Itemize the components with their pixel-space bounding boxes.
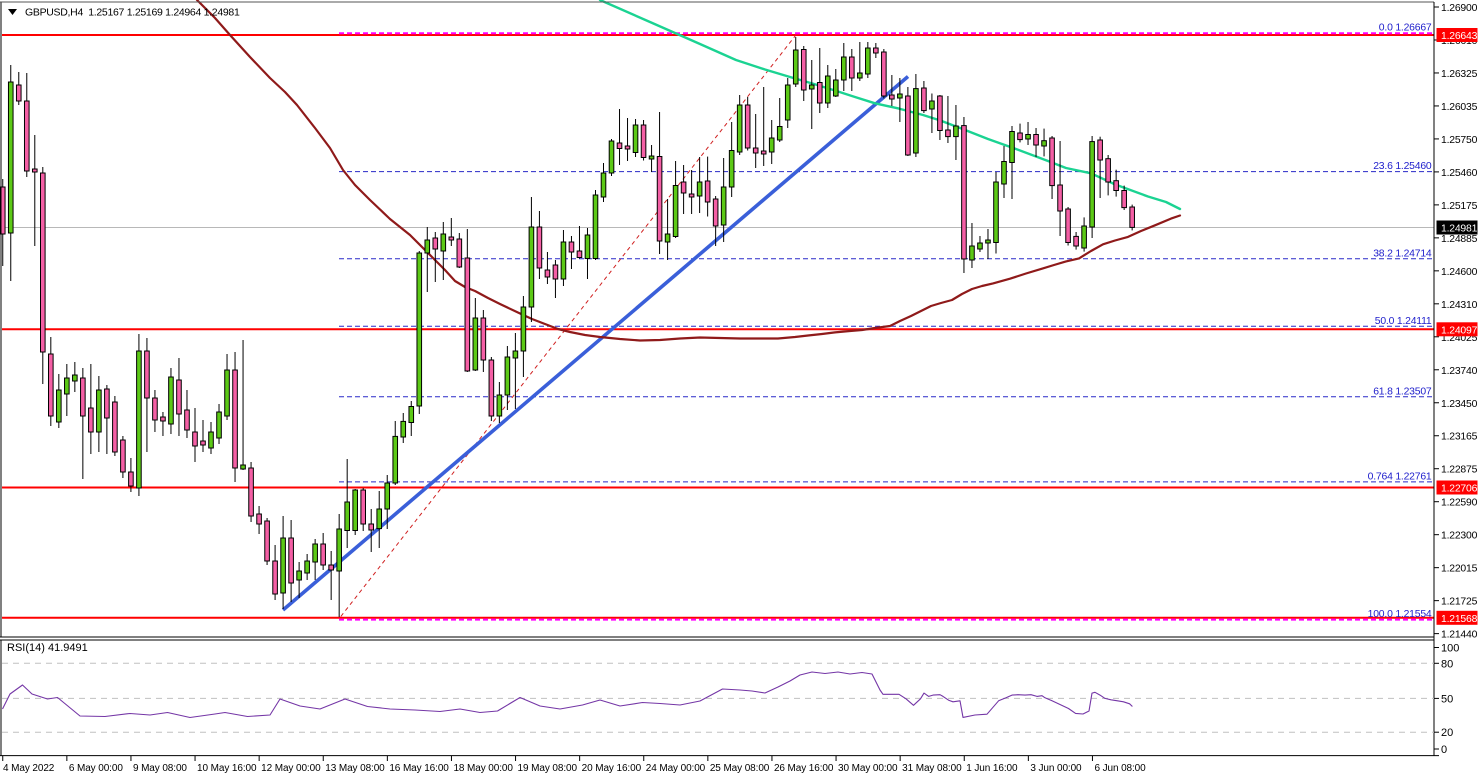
svg-text:3 Jun 00:00: 3 Jun 00:00 bbox=[1030, 763, 1082, 774]
svg-text:0.0 1.26667: 0.0 1.26667 bbox=[1379, 23, 1432, 34]
svg-text:26 May 16:00: 26 May 16:00 bbox=[774, 763, 834, 774]
svg-text:9 May 08:00: 9 May 08:00 bbox=[133, 763, 187, 774]
svg-text:100: 100 bbox=[1441, 643, 1459, 655]
svg-text:1.26643: 1.26643 bbox=[1441, 31, 1478, 42]
svg-text:13 May 08:00: 13 May 08:00 bbox=[325, 763, 385, 774]
svg-text:1.21440: 1.21440 bbox=[1441, 630, 1478, 641]
svg-text:6 May 00:00: 6 May 00:00 bbox=[69, 763, 123, 774]
svg-text:10 May 16:00: 10 May 16:00 bbox=[197, 763, 257, 774]
svg-text:4 May 2022: 4 May 2022 bbox=[3, 763, 55, 774]
svg-text:19 May 08:00: 19 May 08:00 bbox=[518, 763, 578, 774]
svg-text:31 May 08:00: 31 May 08:00 bbox=[902, 763, 962, 774]
svg-text:1.22015: 1.22015 bbox=[1441, 564, 1478, 575]
svg-text:RSI(14) 41.9491: RSI(14) 41.9491 bbox=[7, 642, 88, 654]
svg-text:1.26325: 1.26325 bbox=[1441, 69, 1478, 80]
svg-text:6 Jun 08:00: 6 Jun 08:00 bbox=[1094, 763, 1146, 774]
svg-text:50.0 1.24111: 50.0 1.24111 bbox=[1375, 316, 1432, 327]
svg-text:1.24310: 1.24310 bbox=[1441, 300, 1478, 311]
svg-text:1.26035: 1.26035 bbox=[1441, 102, 1478, 113]
svg-text:100.0 1.21554: 100.0 1.21554 bbox=[1368, 609, 1432, 620]
svg-text:1.22590: 1.22590 bbox=[1441, 498, 1478, 509]
svg-text:16 May 16:00: 16 May 16:00 bbox=[389, 763, 449, 774]
svg-text:20: 20 bbox=[1441, 727, 1453, 739]
svg-text:18 May 00:00: 18 May 00:00 bbox=[453, 763, 513, 774]
svg-text:1.22300: 1.22300 bbox=[1441, 531, 1478, 542]
svg-text:1.26900: 1.26900 bbox=[1441, 3, 1478, 14]
svg-text:1.24097: 1.24097 bbox=[1441, 325, 1478, 336]
svg-text:1.24885: 1.24885 bbox=[1441, 234, 1478, 245]
svg-text:80: 80 bbox=[1441, 658, 1453, 670]
svg-text:1.21568: 1.21568 bbox=[1441, 614, 1478, 625]
svg-text:1.24981: 1.24981 bbox=[1441, 224, 1478, 235]
svg-text:1 Jun 16:00: 1 Jun 16:00 bbox=[966, 763, 1018, 774]
svg-text:30 May 00:00: 30 May 00:00 bbox=[838, 763, 898, 774]
svg-text:1.21725: 1.21725 bbox=[1441, 597, 1478, 608]
svg-text:GBPUSD,H4 1.25167 1.25169 1.2: GBPUSD,H4 1.25167 1.25169 1.24964 1.2498… bbox=[25, 7, 240, 19]
svg-text:25 May 08:00: 25 May 08:00 bbox=[710, 763, 770, 774]
svg-text:1.25750: 1.25750 bbox=[1441, 135, 1478, 146]
svg-text:20 May 16:00: 20 May 16:00 bbox=[582, 763, 642, 774]
svg-text:1.25460: 1.25460 bbox=[1441, 168, 1478, 179]
svg-text:61.8 1.23507: 61.8 1.23507 bbox=[1373, 386, 1432, 397]
svg-text:1.22875: 1.22875 bbox=[1441, 465, 1478, 476]
svg-text:1.22706: 1.22706 bbox=[1441, 484, 1478, 495]
svg-text:0.764 1.22761: 0.764 1.22761 bbox=[1368, 471, 1432, 482]
svg-text:1.23165: 1.23165 bbox=[1441, 432, 1478, 443]
svg-text:1.24600: 1.24600 bbox=[1441, 267, 1478, 278]
svg-text:1.25175: 1.25175 bbox=[1441, 201, 1478, 212]
svg-text:1.24025: 1.24025 bbox=[1441, 333, 1478, 344]
svg-text:0: 0 bbox=[1441, 744, 1447, 756]
svg-text:24 May 00:00: 24 May 00:00 bbox=[646, 763, 706, 774]
svg-text:12 May 00:00: 12 May 00:00 bbox=[261, 763, 321, 774]
svg-text:50: 50 bbox=[1441, 693, 1453, 705]
svg-text:23.6 1.25460: 23.6 1.25460 bbox=[1373, 161, 1432, 172]
svg-text:1.23450: 1.23450 bbox=[1441, 399, 1478, 410]
svg-text:38.2 1.24714: 38.2 1.24714 bbox=[1373, 248, 1432, 259]
svg-text:1.23740: 1.23740 bbox=[1441, 366, 1478, 377]
